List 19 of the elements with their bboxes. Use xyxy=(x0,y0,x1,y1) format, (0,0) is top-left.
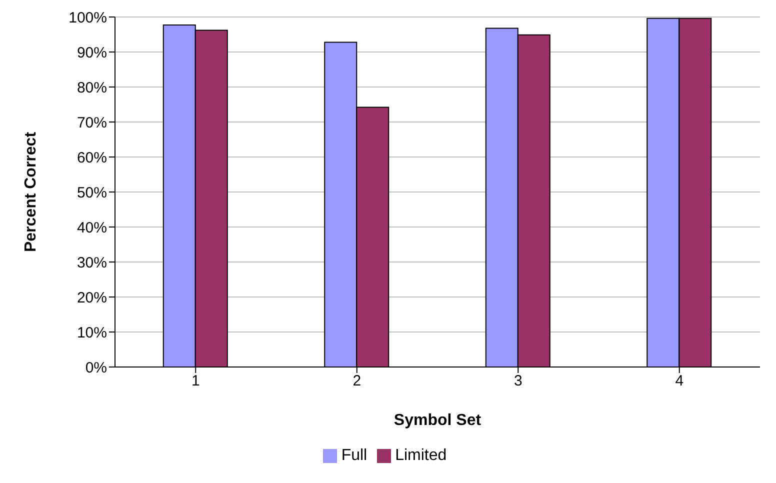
y-tick-label: 20% xyxy=(76,289,107,306)
y-axis-title: Percent Correct xyxy=(22,131,40,252)
x-tick-label: 3 xyxy=(514,372,522,390)
x-tick-label: 4 xyxy=(675,372,684,390)
y-tick-label: 40% xyxy=(76,219,107,236)
y-tick-label: 90% xyxy=(76,44,107,62)
x-axis-title: Symbol Set xyxy=(394,412,482,429)
y-tick-label: 50% xyxy=(76,184,107,202)
y-tick-label: 10% xyxy=(76,324,107,342)
x-tick-label: 2 xyxy=(352,372,362,390)
legend-label: Limited xyxy=(395,447,447,464)
y-tick-label: 0% xyxy=(85,359,107,376)
y-tick-label: 100% xyxy=(68,9,107,26)
y-tick-label: 70% xyxy=(76,114,107,132)
legend-label: Full xyxy=(341,447,368,464)
y-tick-label: 60% xyxy=(76,149,107,166)
y-tick-label: 30% xyxy=(76,254,107,272)
y-tick-label: 80% xyxy=(76,79,107,96)
x-tick-label: 1 xyxy=(191,372,200,390)
